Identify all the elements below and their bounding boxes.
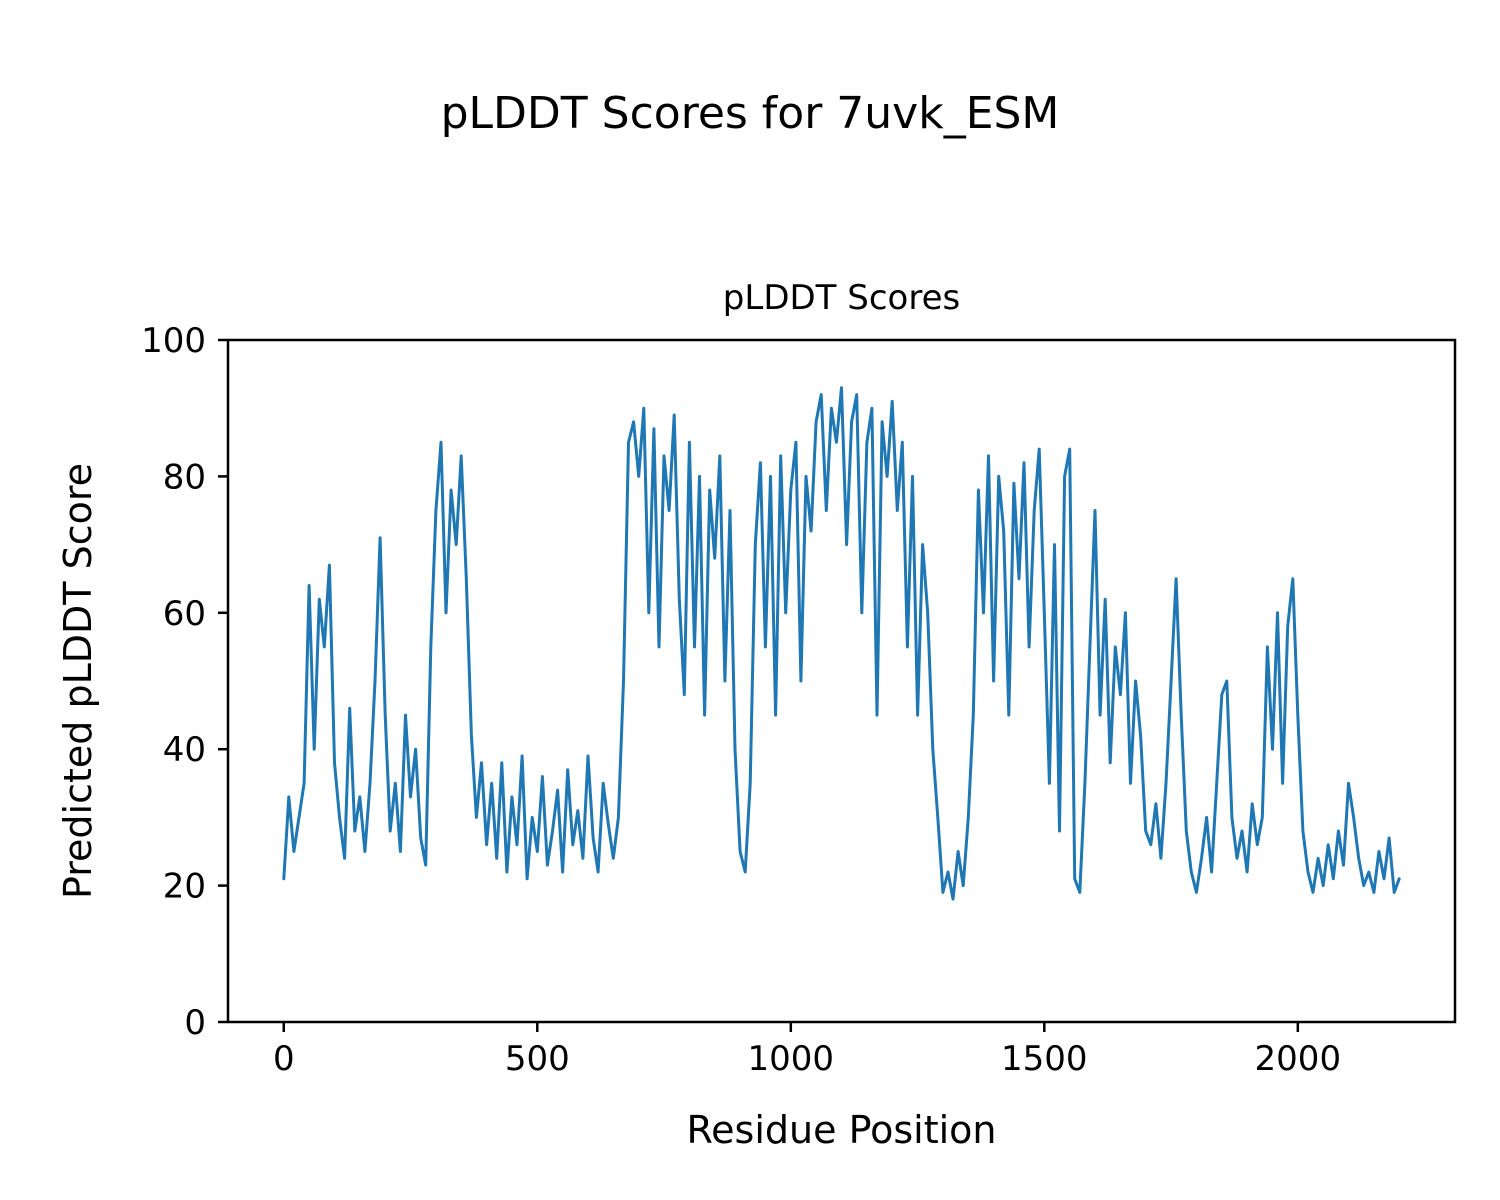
axes-title: pLDDT Scores	[722, 278, 961, 318]
x-tick-label: 2000	[1255, 1039, 1342, 1079]
y-tick-label: 100	[141, 321, 206, 361]
plddt-score-line	[282, 386, 1401, 901]
x-tick-label: 0	[273, 1039, 295, 1079]
figure-title: pLDDT Scores for 7uvk_ESM	[440, 88, 1060, 139]
y-tick-label: 40	[163, 730, 206, 770]
y-tick-label: 60	[163, 594, 206, 634]
y-tick-label: 80	[163, 457, 206, 497]
y-tick-label: 0	[184, 1003, 206, 1043]
x-tick-label: 1000	[748, 1039, 835, 1079]
x-tick-label: 500	[505, 1039, 570, 1079]
x-axis-label: Residue Position	[686, 1108, 997, 1152]
axes-frame	[226, 338, 1457, 1024]
x-tick-label: 1500	[1001, 1039, 1088, 1079]
axis-ticks: 0 500 1000 1500 2000 0 20 40 60 80 100	[141, 321, 1341, 1079]
y-tick-label: 20	[163, 867, 206, 907]
